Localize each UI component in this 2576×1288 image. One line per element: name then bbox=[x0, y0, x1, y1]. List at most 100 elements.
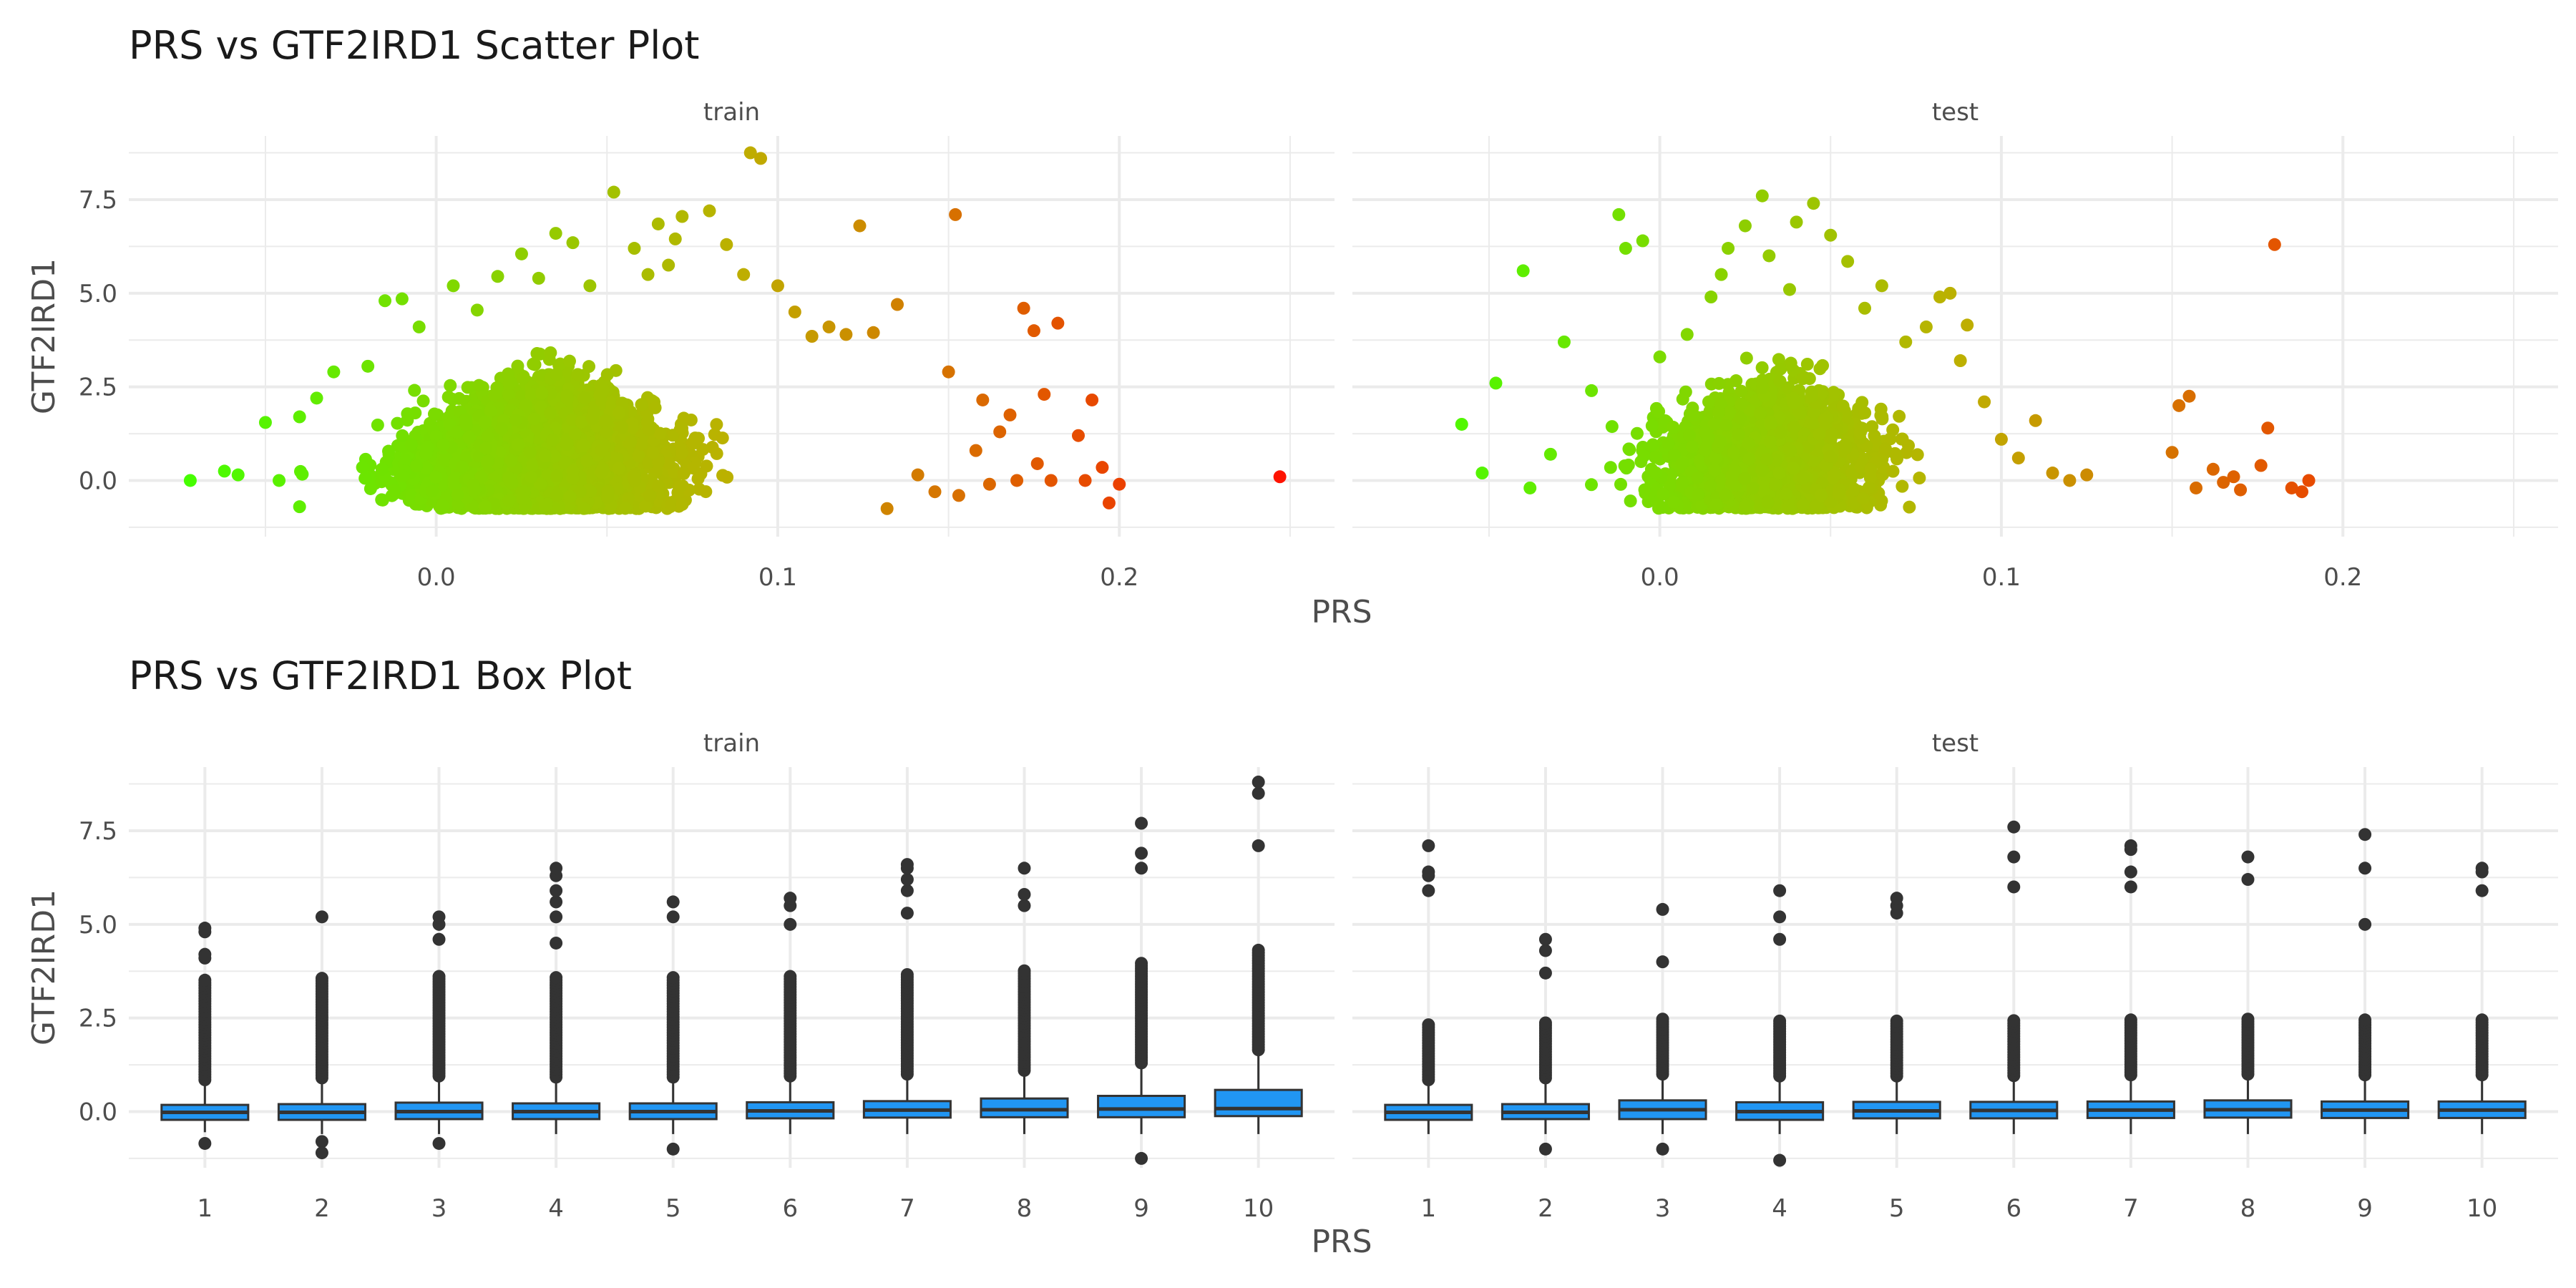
scatter-point bbox=[976, 393, 990, 406]
scatter-cloud-point bbox=[577, 439, 590, 452]
scatter-cloud-point bbox=[375, 462, 389, 476]
scatter-cloud-point bbox=[479, 441, 492, 455]
scatter-point bbox=[491, 270, 504, 283]
scatter-cloud-point bbox=[686, 436, 700, 449]
scatter-cloud-point bbox=[358, 472, 372, 485]
scatter-point bbox=[822, 320, 836, 333]
scatter-point bbox=[668, 232, 682, 245]
scatter-cloud-point bbox=[543, 406, 557, 420]
scatter-point bbox=[607, 185, 620, 199]
scatter-cloud-point bbox=[652, 479, 665, 493]
scatter-cloud-point bbox=[615, 420, 629, 434]
scatter-cloud-point bbox=[673, 480, 687, 494]
scatter-cloud-point bbox=[404, 438, 418, 452]
scatter-cloud-point bbox=[512, 438, 525, 452]
scatter-cloud-point bbox=[540, 498, 553, 512]
scatter-point bbox=[412, 320, 426, 333]
scatter-cloud-point bbox=[593, 389, 607, 402]
scatter-cloud-point bbox=[410, 459, 424, 473]
scatter-cloud-point bbox=[546, 433, 560, 447]
scatter-cloud-point bbox=[444, 379, 457, 392]
scatter-cloud-point bbox=[624, 435, 638, 449]
scatter-cloud-point bbox=[538, 449, 552, 463]
scatter-cloud-point bbox=[646, 446, 660, 459]
scatter-point bbox=[1078, 474, 1092, 487]
scatter-point bbox=[1030, 457, 1044, 470]
scatter-cloud-point bbox=[480, 455, 494, 469]
scatter-point bbox=[379, 294, 392, 308]
scatter-cloud-point bbox=[700, 459, 713, 473]
scatter-point bbox=[662, 258, 675, 272]
scatter-point bbox=[952, 489, 965, 502]
scatter-point bbox=[1017, 301, 1030, 315]
scatter-cloud-point bbox=[401, 407, 414, 421]
scatter-plot-title: PRS vs GTF2IRD1 Scatter Plot bbox=[129, 23, 700, 68]
scatter-cloud-point bbox=[677, 411, 691, 425]
scatter-cloud-point bbox=[585, 411, 599, 425]
scatter-point bbox=[532, 271, 545, 285]
scatter-cloud-point bbox=[408, 384, 421, 397]
scatter-point bbox=[1113, 477, 1126, 491]
scatter-cloud-point bbox=[628, 472, 641, 485]
scatter-cloud-point bbox=[481, 430, 494, 444]
scatter-point bbox=[583, 279, 597, 293]
scatter-point bbox=[310, 391, 323, 405]
scatter-cloud-point bbox=[618, 502, 632, 515]
scatter-cloud-point bbox=[635, 398, 648, 411]
scatter-cloud-point bbox=[396, 469, 410, 483]
scatter-cloud-point bbox=[613, 406, 626, 419]
scatter-cloud-point bbox=[571, 368, 585, 381]
scatter-cloud-point bbox=[562, 354, 576, 368]
scatter-cloud-point bbox=[599, 414, 613, 427]
scatter-point bbox=[447, 279, 460, 293]
scatter-cloud-point bbox=[364, 482, 377, 495]
scatter-cloud-point bbox=[516, 492, 530, 505]
scatter-cloud-point bbox=[494, 421, 508, 435]
scatter-cloud-point bbox=[391, 416, 404, 430]
scatter-point bbox=[703, 204, 716, 218]
scatter-cloud-point bbox=[580, 454, 594, 468]
scatter-point bbox=[273, 474, 286, 487]
x-tick-label: 0.1 bbox=[1982, 563, 2021, 592]
scatter-cloud-point bbox=[478, 416, 492, 429]
scatter-cloud-point bbox=[429, 470, 442, 484]
scatter-point bbox=[839, 328, 853, 341]
scatter-point bbox=[675, 210, 689, 223]
scatter-cloud-point bbox=[427, 407, 441, 421]
scatter-cloud-point bbox=[563, 490, 577, 504]
scatter-cloud-point bbox=[459, 419, 473, 432]
scatter-point bbox=[1003, 408, 1017, 421]
scatter-point bbox=[928, 485, 942, 499]
scatter-cloud-point bbox=[595, 444, 608, 457]
scatter-point bbox=[1044, 474, 1058, 487]
scatter-cloud-point bbox=[511, 359, 525, 373]
scatter-cloud-point bbox=[504, 454, 518, 467]
scatter-cloud-point bbox=[425, 484, 439, 498]
scatter-cloud-point bbox=[479, 499, 492, 513]
scatter-point bbox=[1010, 474, 1024, 487]
scatter-point bbox=[720, 238, 733, 251]
scatter-point bbox=[853, 219, 867, 233]
x-tick-label: 0.2 bbox=[1100, 563, 1138, 592]
scatter-point bbox=[566, 236, 580, 250]
scatter-cloud-point bbox=[1903, 500, 1916, 514]
scatter-point bbox=[754, 152, 768, 165]
scatter-cloud-point bbox=[388, 484, 401, 497]
x-tick-label: 0.0 bbox=[417, 563, 456, 592]
scatter-point bbox=[1085, 393, 1099, 406]
scatter-cloud-point bbox=[699, 485, 713, 499]
scatter-point bbox=[218, 464, 231, 478]
scatter-point bbox=[880, 502, 894, 515]
scatter-point bbox=[867, 326, 880, 339]
scatter-cloud-point bbox=[525, 470, 538, 484]
scatter-cloud-point bbox=[462, 431, 476, 444]
scatter-cloud-point bbox=[509, 414, 522, 427]
scatter-cloud-point bbox=[356, 461, 369, 474]
scatter-cloud-point bbox=[601, 484, 615, 498]
scatter-cloud-point bbox=[710, 418, 723, 431]
scatter-cloud-point bbox=[550, 469, 564, 483]
scatter-point bbox=[1038, 388, 1051, 401]
scatter-cloud-point bbox=[544, 346, 557, 359]
y-tick-label: 0.0 bbox=[79, 467, 117, 495]
